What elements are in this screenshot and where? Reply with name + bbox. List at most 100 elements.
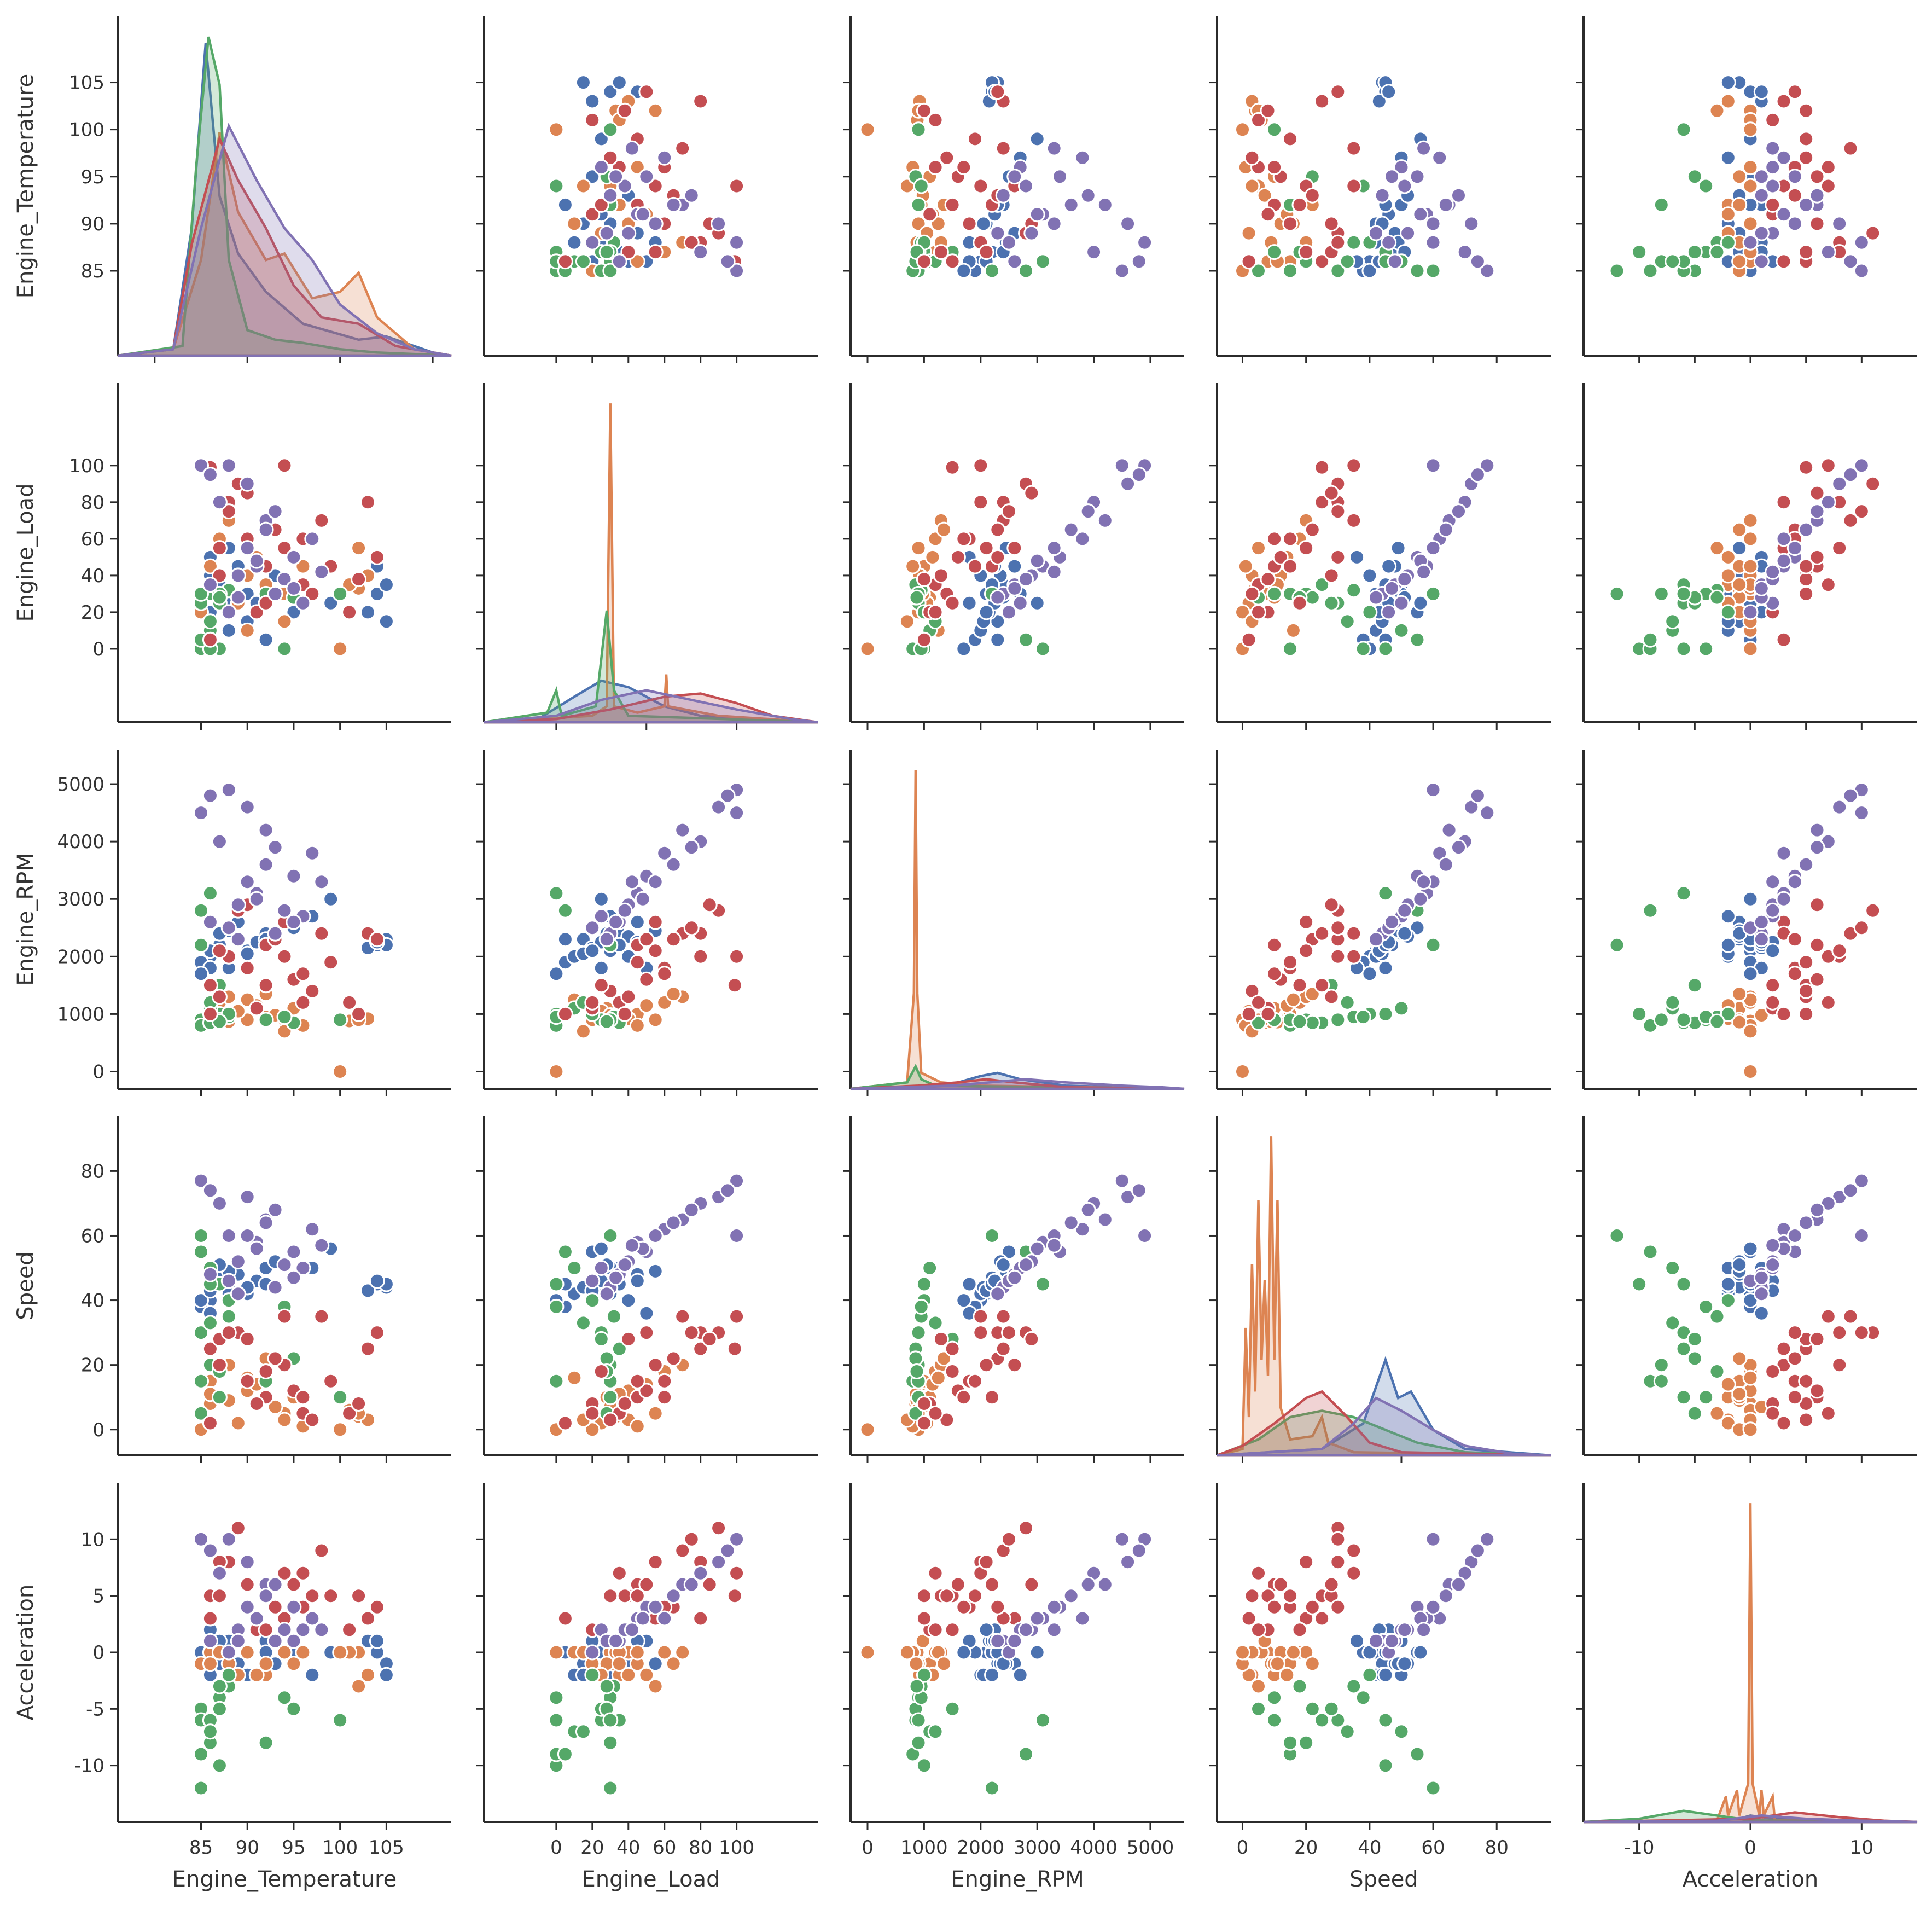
scatter-point bbox=[1776, 1415, 1792, 1431]
y-tick-label: 20 bbox=[81, 602, 104, 624]
scatter-point bbox=[220, 457, 237, 474]
scatter-point bbox=[602, 149, 619, 166]
scatter-point bbox=[1018, 178, 1034, 194]
scatter-point bbox=[1742, 891, 1759, 907]
scatter-point bbox=[620, 225, 637, 241]
scatter-point bbox=[193, 1325, 209, 1341]
scatter-point bbox=[629, 1588, 645, 1604]
scatter-point bbox=[701, 897, 718, 913]
scatter-point bbox=[1765, 943, 1781, 959]
panel-engine-load-vs-speed bbox=[1209, 383, 1551, 730]
scatter-point bbox=[211, 494, 228, 510]
scatter-point bbox=[248, 553, 265, 569]
scatter-point bbox=[656, 1389, 673, 1406]
scatter-point bbox=[1425, 457, 1441, 474]
scatter-point bbox=[369, 549, 385, 565]
scatter-point bbox=[1374, 187, 1390, 204]
scatter-point bbox=[1820, 994, 1836, 1011]
scatter-point bbox=[1720, 93, 1736, 109]
scatter-point bbox=[211, 943, 228, 959]
scatter-point bbox=[1438, 1588, 1454, 1604]
scatter-point bbox=[1798, 131, 1814, 147]
scatter-point bbox=[202, 558, 218, 574]
scatter-point bbox=[1266, 1599, 1283, 1615]
scatter-point bbox=[1001, 503, 1017, 520]
scatter-point bbox=[1831, 216, 1848, 232]
scatter-point bbox=[258, 856, 274, 873]
scatter-point bbox=[584, 943, 601, 959]
scatter-point bbox=[1097, 512, 1113, 529]
scatter-point bbox=[566, 234, 583, 251]
scatter-point bbox=[711, 1520, 727, 1536]
scatter-point bbox=[616, 1006, 633, 1022]
scatter-point bbox=[1381, 234, 1397, 251]
scatter-point bbox=[1272, 1576, 1289, 1593]
scatter-point bbox=[638, 971, 655, 988]
scatter-point bbox=[1046, 540, 1062, 556]
scatter-point bbox=[1865, 225, 1881, 241]
x-tick-label: 85 bbox=[189, 1837, 213, 1859]
scatter-point bbox=[729, 1308, 745, 1325]
scatter-point bbox=[635, 1610, 651, 1627]
scatter-point bbox=[1346, 512, 1362, 529]
scatter-point bbox=[674, 140, 691, 156]
scatter-point bbox=[1776, 1340, 1792, 1357]
scatter-point bbox=[1330, 1531, 1346, 1547]
scatter-point bbox=[944, 196, 961, 213]
scatter-point bbox=[602, 84, 619, 100]
scatter-point bbox=[369, 1633, 385, 1649]
scatter-point bbox=[1074, 1610, 1091, 1627]
scatter-point bbox=[1260, 571, 1276, 588]
scatter-point bbox=[1742, 1421, 1759, 1438]
scatter-point bbox=[984, 1389, 1000, 1406]
x-tick-label: 1000 bbox=[900, 1837, 948, 1859]
scatter-point bbox=[1809, 839, 1825, 856]
scatter-point bbox=[629, 253, 645, 270]
scatter-point bbox=[683, 1576, 700, 1593]
scatter-point bbox=[1291, 1622, 1308, 1638]
scatter-point bbox=[1346, 948, 1362, 965]
scatter-point bbox=[719, 253, 736, 270]
scatter-point bbox=[1046, 1237, 1062, 1253]
scatter-point bbox=[304, 531, 321, 547]
scatter-point bbox=[1006, 1633, 1023, 1649]
scatter-point bbox=[1282, 531, 1299, 547]
scatter-point bbox=[1029, 1610, 1045, 1627]
scatter-point bbox=[593, 1260, 609, 1276]
scatter-point bbox=[584, 920, 601, 936]
scatter-point bbox=[1842, 467, 1859, 483]
scatter-point bbox=[202, 613, 218, 630]
scatter-point bbox=[620, 1292, 637, 1309]
scatter-point bbox=[593, 1240, 609, 1257]
scatter-point bbox=[624, 140, 640, 156]
scatter-point bbox=[1631, 1006, 1648, 1022]
x-tick-label: 105 bbox=[369, 1837, 404, 1859]
scatter-point bbox=[1731, 196, 1748, 213]
scatter-point bbox=[1323, 1576, 1340, 1593]
scatter-point bbox=[304, 983, 321, 999]
scatter-point bbox=[1029, 131, 1045, 147]
scatter-point bbox=[939, 1588, 955, 1604]
scatter-point bbox=[1377, 885, 1394, 902]
scatter-point bbox=[341, 1622, 358, 1638]
scatter-point bbox=[1241, 1610, 1257, 1627]
scatter-point bbox=[1416, 1622, 1432, 1638]
scatter-point bbox=[647, 1228, 664, 1244]
scatter-point bbox=[683, 187, 700, 204]
scatter-point bbox=[1266, 585, 1283, 602]
scatter-point bbox=[975, 216, 992, 232]
scatter-point bbox=[1798, 521, 1814, 538]
scatter-point bbox=[693, 93, 709, 109]
scatter-point bbox=[1080, 1202, 1096, 1218]
scatter-point bbox=[598, 1013, 615, 1030]
scatter-point bbox=[202, 1656, 218, 1672]
scatter-point bbox=[1377, 1006, 1394, 1022]
scatter-point bbox=[248, 1667, 265, 1683]
scatter-point bbox=[1709, 1308, 1725, 1325]
scatter-point bbox=[956, 1599, 972, 1615]
scatter-point bbox=[1361, 604, 1378, 620]
scatter-point bbox=[1820, 244, 1836, 260]
scatter-point bbox=[990, 1599, 1006, 1615]
scatter-point bbox=[1865, 475, 1881, 492]
scatter-point bbox=[193, 1531, 209, 1547]
